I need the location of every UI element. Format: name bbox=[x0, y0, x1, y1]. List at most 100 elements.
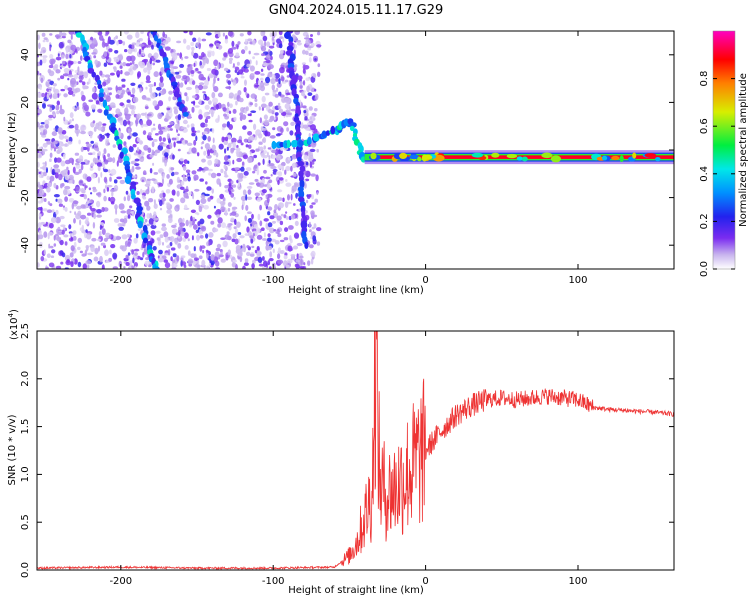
spectrogram-pixel bbox=[191, 130, 197, 133]
spectrogram-pixel bbox=[317, 63, 321, 68]
spectrogram-pixel bbox=[76, 101, 79, 108]
spectrogram-pixel bbox=[65, 139, 69, 143]
spectrogram-pixel bbox=[260, 31, 266, 37]
spectrogram-pixel bbox=[239, 33, 244, 37]
spectrogram-pixel bbox=[232, 141, 236, 149]
spectrogram-pixel bbox=[267, 222, 273, 228]
spectrogram-pixel bbox=[217, 33, 221, 38]
spectrogram-pixel bbox=[251, 213, 254, 220]
spectrogram-pixel bbox=[151, 141, 155, 148]
spectrogram-pixel bbox=[214, 211, 219, 216]
spectrogram-pixel bbox=[69, 50, 73, 55]
spectrogram-pixel bbox=[244, 79, 247, 86]
spectrogram-pixel bbox=[56, 157, 62, 163]
snr-series-line bbox=[37, 331, 674, 570]
spectrogram-pixel bbox=[236, 45, 239, 50]
colorbar-label: Normalized spectral amplitude bbox=[738, 73, 749, 227]
spectrogram-pixel bbox=[42, 103, 46, 109]
spectrogram-pixel bbox=[42, 171, 47, 177]
carrier-pixel bbox=[370, 152, 377, 160]
spectrogram-pixel bbox=[198, 109, 203, 116]
spectrogram-pixel bbox=[172, 96, 177, 101]
spectrogram-pixel bbox=[222, 57, 227, 61]
spectrogram-pixel bbox=[242, 265, 246, 269]
spectrogram-pixel bbox=[69, 210, 72, 214]
spectrogram-pixel bbox=[212, 137, 215, 144]
spectrogram-pixel bbox=[251, 263, 255, 269]
spectrogram-pixel bbox=[103, 62, 108, 67]
spectrogram-pixel bbox=[198, 82, 205, 86]
spectrogram-pixel bbox=[167, 217, 173, 224]
spectrogram-pixel bbox=[101, 206, 105, 213]
spectrogram-pixel bbox=[207, 214, 212, 219]
spectrogram-pixel bbox=[92, 87, 96, 93]
spectrogram-pixel bbox=[250, 238, 254, 244]
spectrogram-pixel bbox=[193, 174, 199, 181]
spectrogram-pixel bbox=[269, 32, 272, 37]
spectrogram-pixel bbox=[104, 90, 109, 94]
spectrogram-pixel bbox=[304, 50, 309, 56]
spectrogram-pixel bbox=[112, 144, 117, 148]
spectrogram-pixel bbox=[231, 40, 235, 48]
spectrogram-pixel bbox=[268, 163, 275, 167]
spectrogram-pixel bbox=[63, 143, 69, 147]
spectrogram-pixel bbox=[264, 119, 269, 126]
carrier-pixel bbox=[417, 156, 422, 162]
spectrogram-pixel bbox=[312, 73, 317, 79]
spectrogram-pixel bbox=[135, 166, 141, 170]
spectrogram-pixel bbox=[210, 220, 215, 225]
spectrogram-pixel bbox=[53, 194, 60, 198]
spectrogram-pixel bbox=[254, 192, 260, 197]
spectrogram-pixel bbox=[222, 123, 227, 128]
spectrogram-pixel bbox=[94, 145, 98, 149]
spectrogram-pixel bbox=[236, 61, 240, 66]
spectrogram-pixel bbox=[209, 258, 212, 264]
spectrogram-pixel bbox=[118, 260, 123, 268]
spectrogram-streak-pixel bbox=[119, 151, 124, 159]
spectrogram-pixel bbox=[227, 142, 232, 149]
spectrogram-pixel bbox=[165, 189, 171, 194]
spectrogram-pixel bbox=[137, 228, 143, 231]
spectrogram-pixel bbox=[175, 74, 182, 79]
spectrogram-pixel bbox=[77, 158, 84, 162]
spectrogram-pixel bbox=[201, 158, 206, 163]
spectrogram-pixel bbox=[197, 84, 204, 91]
spectrogram-pixel bbox=[237, 232, 242, 235]
spectrogram-pixel bbox=[140, 120, 143, 126]
spectrogram-pixel bbox=[234, 167, 240, 171]
spectrogram-pixel bbox=[144, 200, 150, 207]
spectrogram-pixel bbox=[66, 166, 69, 171]
spectrogram-pixel bbox=[258, 39, 264, 45]
spectrogram-pixel bbox=[72, 231, 75, 236]
spectrogram-pixel bbox=[229, 60, 233, 64]
spectrogram-pixel bbox=[179, 157, 184, 162]
spectrogram-pixel bbox=[130, 175, 137, 178]
x-tick-label: -100 bbox=[262, 576, 285, 587]
spectrogram-pixel bbox=[216, 172, 221, 177]
spectrogram-pixel bbox=[127, 214, 131, 219]
spectrogram-pixel bbox=[235, 100, 238, 106]
spectrogram-pixel bbox=[296, 253, 299, 259]
spectrogram-pixel bbox=[151, 44, 154, 50]
spectrogram-pixel bbox=[44, 123, 49, 129]
spectrogram-pixel bbox=[283, 214, 287, 219]
spectrogram-pixel bbox=[230, 189, 235, 193]
spectrogram-pixel bbox=[134, 158, 140, 162]
spectrogram-pixel bbox=[250, 93, 257, 99]
spectrogram-pixel bbox=[49, 33, 53, 36]
spectrogram-pixel bbox=[77, 261, 82, 268]
spectrogram-pixel bbox=[291, 154, 297, 160]
spectrogram-pixel bbox=[286, 201, 292, 205]
spectrogram-pixel bbox=[94, 59, 98, 65]
spectrogram-pixel bbox=[88, 187, 92, 191]
snr-frame bbox=[36, 330, 675, 571]
spectrogram-pixel bbox=[191, 46, 195, 52]
spectrogram-pixel bbox=[182, 237, 187, 243]
spectrogram-pixel bbox=[233, 196, 236, 200]
carrier-pixel bbox=[506, 153, 518, 159]
spectrogram-pixel bbox=[68, 157, 75, 164]
spectrogram-pixel bbox=[296, 242, 303, 247]
spectrogram-pixel bbox=[130, 82, 136, 87]
spectrogram-pixel bbox=[220, 237, 226, 240]
spectrogram-pixel bbox=[256, 168, 260, 176]
